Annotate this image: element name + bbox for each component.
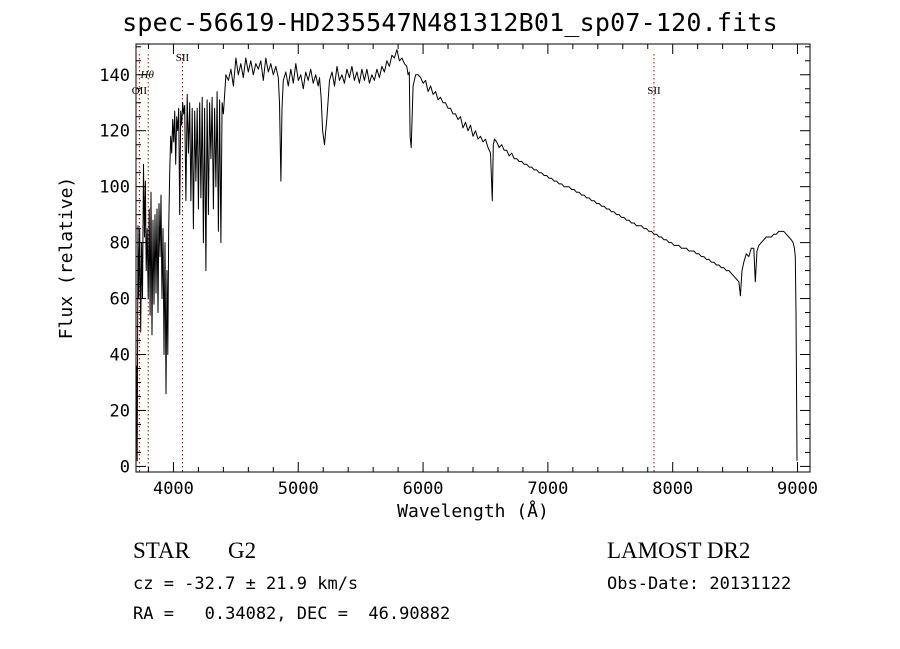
x-tick-label: 4000 [153,479,194,499]
line-marker-label: OII [132,85,148,97]
y-tick-label: 100 [99,178,130,198]
x-tick-label: 6000 [403,479,444,499]
y-tick-label: 20 [110,401,130,421]
y-tick-label: 120 [99,122,130,142]
plot-frame [135,43,811,473]
x-tick-label: 8000 [652,479,693,499]
spectrum-line [136,49,798,462]
axis-labels: 4000 5000 6000 7000 8000 9000 0 20 40 60 80 100 120 1… [56,66,818,522]
y-tick-label: 0 [120,457,130,477]
x-tick-label: 9000 [777,479,818,499]
x-tick-label: 5000 [278,479,319,499]
y-tick-label: 80 [110,234,130,254]
line-marker-layer: OII Hθ SII SII [132,52,661,472]
y-tick-label: 40 [110,346,130,366]
chart-title: spec-56619-HD235547N481312B01_sp07-120.f… [122,8,778,37]
x-axis-title: Wavelength (Å) [397,500,549,522]
subclass-text: G2 [227,538,257,563]
x-tick-label: 7000 [527,479,568,499]
redshift-readout: cz = -32.7 ± 21.9 km/s [133,574,359,594]
line-marker-label: SII [647,85,661,97]
y-tick-label: 60 [110,290,130,310]
axis-ticks [136,44,810,472]
class-text: STAR [133,538,190,563]
survey-label: LAMOST DR2 [607,538,751,563]
observation-date: Obs-Date: 20131122 [607,574,792,594]
spectral-class-label: STAR G2 [133,538,256,564]
coordinates-readout: RA = 0.34082, DEC = 46.90882 [133,604,451,624]
y-axis-title: Flux (relative) [56,177,77,340]
y-tick-label: 140 [99,66,130,86]
line-marker-label: Hθ [140,69,155,81]
line-marker-label: SII [176,52,190,64]
